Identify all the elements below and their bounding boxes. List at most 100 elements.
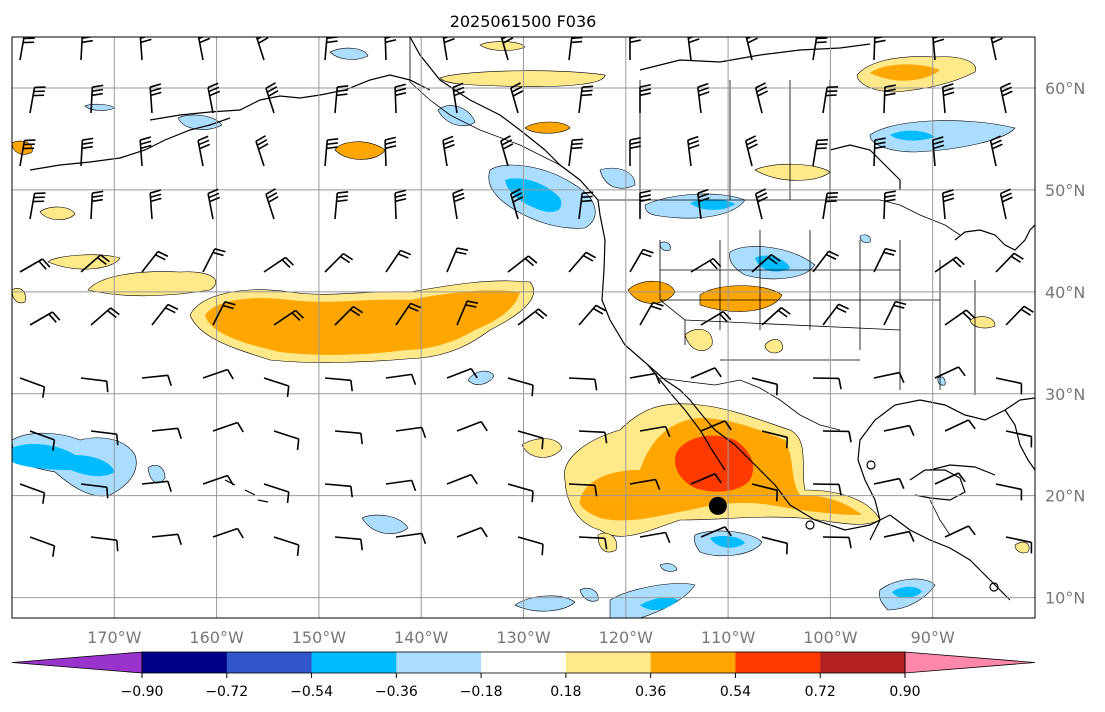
wind-barb <box>80 137 94 167</box>
border-alaska-canada <box>409 37 561 166</box>
coastline-gulf-mexico <box>857 397 1035 541</box>
wind-barb <box>744 135 758 167</box>
wind-barb <box>19 139 36 167</box>
colorbar-segment <box>565 652 652 673</box>
wind-barb <box>517 430 544 450</box>
wind-barb <box>141 480 172 493</box>
wind-barb <box>442 37 455 61</box>
wind-barb <box>29 311 61 326</box>
wind-barb <box>700 420 732 432</box>
positive-anomaly-blob <box>47 254 121 270</box>
minor-point-marker <box>989 582 999 592</box>
negative-anomaly-blob <box>659 241 671 251</box>
negative-anomaly-blob <box>12 444 115 477</box>
wind-barb <box>141 374 172 387</box>
positive-anomaly-blob <box>1014 541 1030 554</box>
negative-anomaly-blob <box>147 465 166 484</box>
positive-anomaly-blob <box>684 328 713 352</box>
coastline-alaska-west <box>149 74 431 121</box>
negative-anomaly-blob <box>859 234 871 243</box>
wind-barb <box>80 483 109 499</box>
wind-barb <box>690 257 722 273</box>
longitude-tick-labels: 170°W 160°W 150°W 140°W 130°W 120°W 110°W 100°W… <box>87 628 955 647</box>
wind-barb <box>265 188 279 220</box>
colorbar-segment <box>396 652 482 673</box>
negative-anomaly-blob <box>640 597 678 611</box>
wind-barb <box>944 525 976 538</box>
positive-anomaly-blob <box>439 70 606 87</box>
wind-barb <box>202 368 234 380</box>
wind-barb <box>394 189 407 220</box>
wind-barb <box>568 483 598 497</box>
wind-barb <box>324 483 353 498</box>
wind-barb <box>751 483 779 502</box>
wind-barb <box>19 258 51 273</box>
wind-barb <box>931 136 945 167</box>
wind-barb <box>29 536 56 557</box>
negative-anomaly-blob <box>505 178 562 212</box>
wind-barb <box>324 138 339 167</box>
positive-anomaly-blob <box>524 121 571 134</box>
latitude-tick-label: 60°N <box>1045 79 1085 98</box>
wind-barbs <box>19 37 1034 557</box>
negative-anomaly-blob <box>892 586 922 598</box>
wind-barb <box>385 479 417 492</box>
positive-anomaly-pacific-band-core <box>205 290 520 355</box>
wind-barb <box>80 377 109 393</box>
figure-title: 2025061500 F036 <box>450 12 597 31</box>
negative-anomaly-blob <box>755 255 790 272</box>
wind-barb <box>883 190 896 220</box>
colorbar-segment <box>650 652 736 673</box>
latitude-tick-label: 10°N <box>1045 589 1085 608</box>
longitude-tick-label: 100°W <box>803 628 858 647</box>
wind-barb <box>995 483 1023 501</box>
wind-barb <box>395 302 422 326</box>
wind-barb <box>697 188 710 220</box>
wind-barb <box>639 301 664 326</box>
wind-barb <box>500 37 514 61</box>
wind-barb <box>324 252 354 273</box>
wind-barb <box>149 83 162 114</box>
wind-barb <box>568 138 584 167</box>
wind-barb <box>1005 305 1034 326</box>
colorbar <box>11 651 1036 674</box>
wind-barb <box>90 536 119 552</box>
colorbar-tick-label: 0.90 <box>889 684 920 700</box>
wind-barb <box>568 37 583 61</box>
coastline-aleutians <box>29 117 231 171</box>
positive-anomaly-blob <box>87 271 217 297</box>
colorbar-segment <box>142 652 228 673</box>
wind-barb <box>745 37 758 61</box>
wind-barb <box>822 536 852 549</box>
wind-barb <box>507 377 534 397</box>
colorbar-segment <box>226 652 313 673</box>
positive-anomaly-blob <box>969 316 996 329</box>
wind-barb <box>334 191 349 220</box>
wind-barb <box>29 430 56 451</box>
wind-barb <box>456 300 479 326</box>
coastline-yucatan <box>909 469 966 501</box>
wind-barb <box>989 135 1003 167</box>
wind-barb <box>324 377 353 392</box>
coastline-cuba <box>929 464 996 476</box>
wind-barb <box>273 536 300 557</box>
colorbar-segment <box>820 652 906 673</box>
wind-barb <box>207 188 221 220</box>
colorbar-tick-label: 0.54 <box>720 684 751 700</box>
colorbar-segment <box>481 652 567 673</box>
colorbar-tick-label: 0.18 <box>550 684 581 700</box>
negative-anomaly-blob <box>329 47 369 60</box>
wind-barb <box>334 85 349 114</box>
wind-barb <box>578 536 608 550</box>
wind-barb <box>384 37 397 61</box>
wind-barb <box>202 474 234 486</box>
wind-barb <box>873 477 905 489</box>
wind-barb <box>568 251 597 273</box>
wind-barb <box>1005 536 1033 554</box>
negative-anomaly-blob <box>710 535 745 548</box>
wind-barb <box>141 250 169 273</box>
wind-barb <box>149 189 162 220</box>
colorbar-outline <box>141 651 906 674</box>
wind-barb <box>197 135 211 167</box>
colorbar-tick-label: −0.90 <box>121 684 164 700</box>
